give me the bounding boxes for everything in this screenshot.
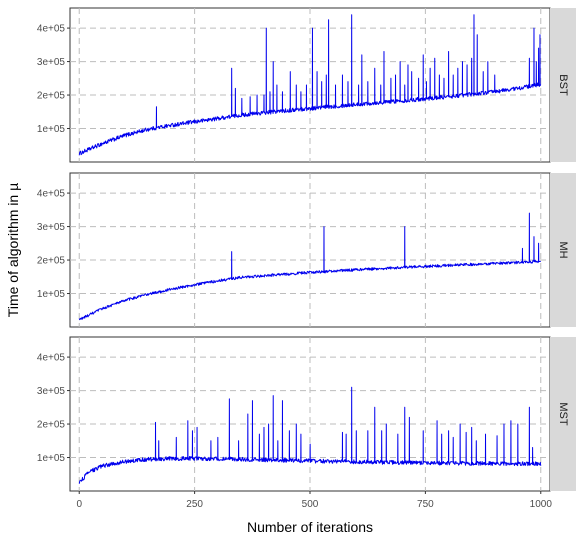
y-tick-label: 1e+05 — [37, 453, 66, 464]
x-tick-label: 1000 — [530, 499, 553, 510]
y-tick-label: 4e+05 — [37, 189, 66, 200]
x-tick-label: 250 — [186, 499, 203, 510]
facet-strip-label: BST — [557, 74, 569, 96]
y-tick-label: 3e+05 — [37, 57, 66, 68]
y-tick-label: 1e+05 — [37, 289, 66, 300]
panel-mst: 1e+05 2e+05 3e+05 4e+05 MST — [37, 336, 576, 492]
y-tick-label: 2e+05 — [37, 420, 66, 431]
series-line-bst — [78, 14, 542, 156]
facet-strip-label: MH — [557, 241, 569, 258]
y-tick-label: 4e+05 — [37, 24, 66, 35]
facet-strip — [550, 337, 576, 491]
x-axis-title: Number of iterations — [247, 519, 373, 535]
y-tick-label: 4e+05 — [37, 353, 66, 364]
y-tick-label: 3e+05 — [37, 222, 66, 233]
panel-bst: 1e+05 2e+05 3e+05 4e+05 BST — [37, 7, 576, 163]
x-tick-label: 500 — [302, 499, 319, 510]
series-line-mh — [78, 212, 541, 321]
facet-strip — [550, 8, 576, 162]
y-tick-label: 2e+05 — [37, 91, 66, 102]
x-tick-label: 750 — [417, 499, 434, 510]
y-axis-title: Time of algorithm in µ — [5, 183, 21, 317]
y-tick-label: 3e+05 — [37, 386, 66, 397]
facet-strip-label: MST — [557, 402, 569, 426]
series-line-mst — [78, 386, 542, 484]
panel-mh: 1e+05 2e+05 3e+05 4e+05 MH — [37, 172, 576, 328]
facet-strip — [550, 173, 576, 327]
x-tick-label: 0 — [76, 499, 82, 510]
y-tick-label: 1e+05 — [37, 124, 66, 135]
y-tick-label: 2e+05 — [37, 256, 66, 267]
